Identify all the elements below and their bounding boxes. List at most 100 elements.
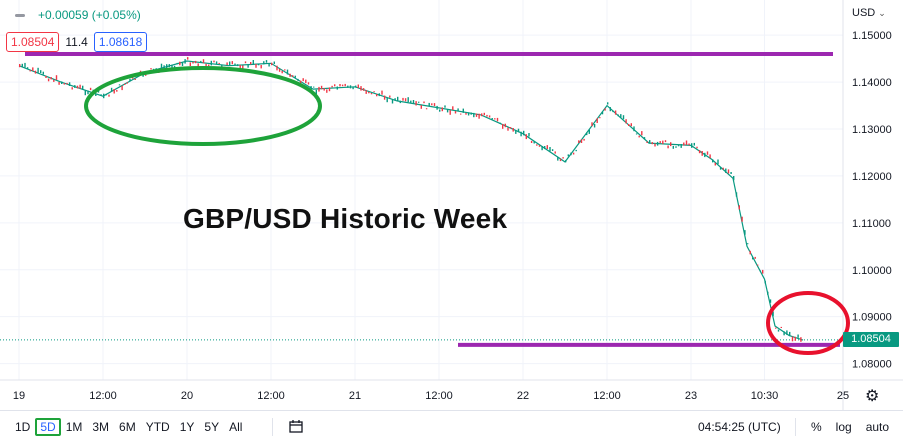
candle [509, 127, 512, 129]
bottom-toolbar: 1D 5D 1M 3M 6M YTD 1Y 5Y All 04:54:25 (UTC) % lo… [0, 410, 903, 443]
candle [297, 78, 299, 81]
range-button-1y[interactable]: 1Y [179, 420, 195, 434]
clock-time[interactable]: 04:54:25 (UTC) [698, 420, 781, 434]
candle [357, 84, 359, 88]
candle [116, 90, 118, 92]
bid-price[interactable]: 1.08504 [6, 32, 60, 52]
candle [588, 129, 590, 134]
candle [176, 62, 178, 65]
candle [289, 73, 291, 77]
candle [24, 62, 26, 68]
horizontal-lines [25, 51, 840, 347]
range-buttons: 1D 5D 1M 3M 6M YTD 1Y 5Y All [10, 418, 247, 436]
candle [643, 137, 646, 140]
candle [152, 68, 155, 70]
candle [205, 63, 207, 68]
candle [171, 64, 173, 70]
candle [302, 78, 304, 82]
candle [19, 64, 21, 68]
candle [523, 130, 525, 136]
candle [449, 110, 451, 115]
candle [34, 70, 37, 74]
candle [383, 95, 386, 100]
candle [546, 145, 548, 149]
candle [265, 60, 268, 63]
candle [614, 110, 617, 115]
candle [725, 168, 727, 173]
range-button-1d[interactable]: 1D [15, 420, 31, 434]
percent-scale-button[interactable]: % [811, 420, 822, 434]
candle [378, 93, 380, 97]
candle [789, 331, 791, 337]
toolbar-divider [272, 418, 273, 436]
candle [454, 111, 457, 114]
auto-scale-button[interactable]: auto [865, 420, 890, 434]
currency-selector[interactable]: USD ⌄ [852, 7, 886, 19]
spread-value: 11.4 [65, 35, 88, 49]
candle [305, 79, 307, 84]
candle [394, 98, 396, 101]
log-scale-button[interactable]: log [835, 420, 852, 434]
x-tick-label: 21 [349, 390, 361, 402]
range-button-1m[interactable]: 1M [65, 420, 83, 434]
scale-buttons: % log auto [811, 420, 889, 434]
range-button-6m[interactable]: 6M [119, 420, 136, 434]
candle [412, 100, 415, 104]
candle [685, 140, 688, 145]
candle [425, 108, 428, 110]
last-price-tag: 1.08504 [843, 332, 899, 347]
candle [255, 64, 257, 68]
candle [470, 112, 472, 115]
candle [538, 145, 541, 147]
candle [236, 64, 239, 67]
candle [738, 205, 740, 210]
candle [313, 86, 315, 88]
candle [286, 69, 289, 75]
candle [202, 59, 205, 64]
candle [399, 100, 401, 104]
candle [664, 140, 667, 143]
candle [341, 84, 344, 87]
candle [680, 144, 682, 148]
legend-header: +0.00059 (+0.05%) [10, 8, 141, 22]
candle [74, 85, 76, 88]
candle [696, 146, 698, 149]
candle [502, 124, 504, 129]
candle [402, 97, 404, 101]
candle [769, 299, 772, 303]
range-button-5y[interactable]: 5Y [204, 420, 220, 434]
candle [757, 264, 759, 266]
highlight-ellipse-top [84, 66, 322, 146]
candle [271, 62, 273, 66]
candle [717, 159, 719, 165]
candle [257, 63, 260, 66]
range-button-5d[interactable]: 5D [35, 418, 61, 436]
candle [323, 88, 325, 91]
candle [381, 90, 383, 95]
candle [777, 329, 780, 332]
gear-icon[interactable]: ⚙ [865, 388, 880, 405]
range-button-all[interactable]: All [229, 420, 243, 434]
ask-price[interactable]: 1.08618 [93, 32, 148, 52]
collapse-legend-button[interactable] [10, 8, 30, 22]
candle [580, 139, 583, 143]
candle [794, 336, 796, 341]
horizontal-gridlines [0, 34, 843, 365]
candle [549, 147, 551, 152]
candle [633, 126, 635, 132]
y-tick-label: 1.11000 [852, 218, 891, 230]
candle [26, 67, 29, 70]
date-range-icon[interactable] [288, 419, 304, 435]
x-tick-label: 25 [837, 390, 849, 402]
candle [557, 157, 559, 161]
candle [630, 123, 632, 127]
candle [268, 63, 270, 67]
candle [536, 144, 538, 146]
range-button-3m[interactable]: 3M [92, 420, 110, 434]
range-button-ytd[interactable]: YTD [145, 420, 170, 434]
candle [683, 142, 685, 146]
candle [730, 172, 732, 174]
candle [110, 87, 113, 92]
candle [89, 87, 92, 91]
candle [446, 109, 449, 113]
